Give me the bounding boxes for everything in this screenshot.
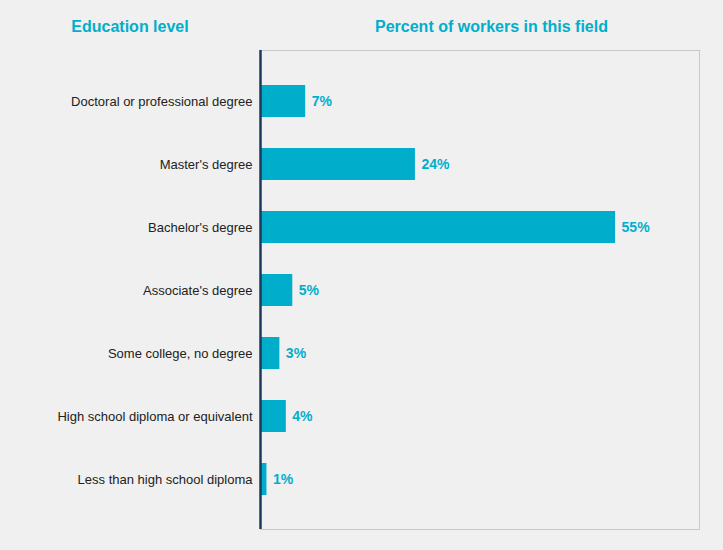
svg-text:Some college, no degree: Some college, no degree xyxy=(108,346,253,361)
svg-text:7%: 7% xyxy=(312,93,333,109)
svg-text:Less than high school diploma: Less than high school diploma xyxy=(78,472,254,487)
svg-text:Master's degree: Master's degree xyxy=(160,157,253,172)
svg-text:55%: 55% xyxy=(622,219,651,235)
svg-text:High school diploma or equival: High school diploma or equivalent xyxy=(57,409,253,424)
svg-text:Doctoral or professional degre: Doctoral or professional degree xyxy=(71,94,252,109)
html-text:Percent of workers in this fie: Percent of workers in this field xyxy=(375,18,608,35)
svg-text:1%: 1% xyxy=(273,471,294,487)
html-text:Education level: Education level xyxy=(71,18,189,35)
svg-text:5%: 5% xyxy=(299,282,320,298)
svg-text:Bachelor's degree: Bachelor's degree xyxy=(148,220,252,235)
svg-text:24%: 24% xyxy=(421,156,450,172)
svg-text:3%: 3% xyxy=(286,345,307,361)
svg-text:4%: 4% xyxy=(292,408,313,424)
svg-text:Associate's degree: Associate's degree xyxy=(143,283,252,298)
